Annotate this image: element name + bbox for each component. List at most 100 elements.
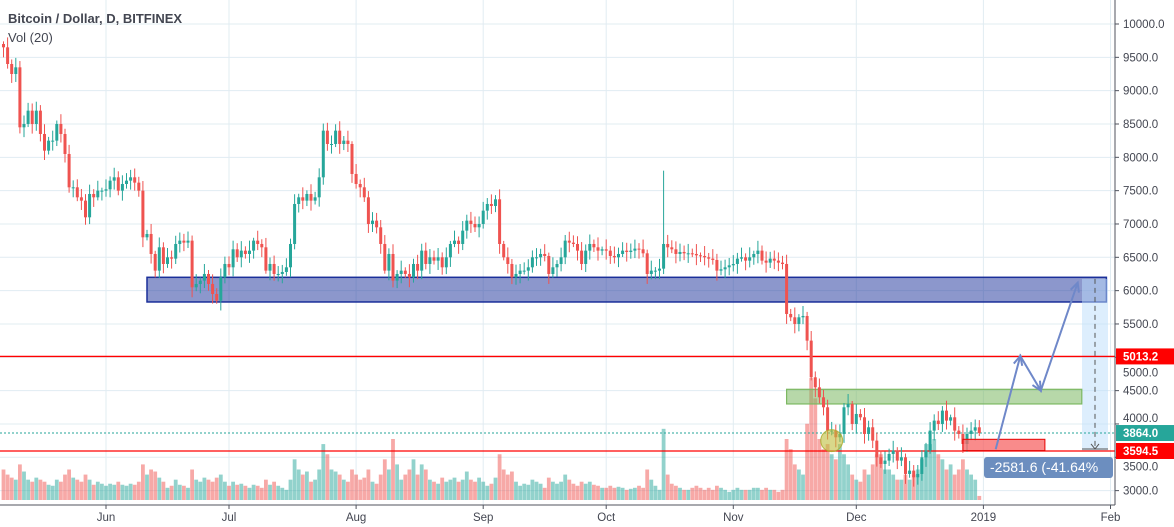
volume-bar bbox=[214, 477, 219, 500]
time-axis[interactable] bbox=[0, 505, 1174, 527]
volume-bar bbox=[251, 484, 256, 500]
volume-bar bbox=[559, 481, 563, 500]
candle-body bbox=[358, 183, 362, 188]
volume-bar bbox=[555, 483, 559, 500]
volume-bar bbox=[756, 487, 760, 500]
candle-body bbox=[940, 410, 944, 424]
candle-body bbox=[953, 417, 957, 431]
candle-body bbox=[785, 263, 789, 314]
price-tick-label: 3500.0 bbox=[1123, 461, 1158, 473]
candle-body bbox=[957, 430, 961, 434]
volume-bar bbox=[915, 469, 920, 500]
candle-body bbox=[649, 270, 653, 274]
volume-bar bbox=[505, 474, 510, 500]
volume-bar bbox=[661, 428, 666, 500]
volume-bar bbox=[428, 479, 432, 500]
candle-body bbox=[170, 257, 174, 259]
volume-bar bbox=[38, 479, 43, 500]
candle-body bbox=[731, 263, 735, 266]
candle-body bbox=[498, 199, 502, 244]
volume-bar bbox=[354, 474, 358, 500]
volume-bar bbox=[337, 474, 342, 500]
candle-body bbox=[530, 257, 534, 268]
candle-body bbox=[38, 110, 42, 134]
target-zone-rectangle[interactable] bbox=[962, 438, 1046, 452]
support-zone-rectangle[interactable] bbox=[146, 276, 1108, 303]
volume-bar bbox=[198, 481, 203, 500]
volume-bar bbox=[567, 479, 572, 500]
volume-bar bbox=[444, 481, 449, 500]
price-tick-label: 5000.0 bbox=[1123, 367, 1158, 379]
candle-body bbox=[715, 259, 719, 271]
volume-bar bbox=[100, 483, 104, 500]
volume-bar bbox=[63, 474, 67, 500]
candle-body bbox=[465, 220, 469, 231]
candle-body bbox=[612, 255, 616, 258]
candle-body bbox=[202, 273, 206, 281]
marker-circle[interactable] bbox=[820, 429, 844, 453]
candle-body bbox=[588, 243, 592, 251]
candle-body bbox=[707, 257, 711, 259]
volume-bar bbox=[391, 439, 395, 500]
volume-bar bbox=[91, 484, 96, 500]
volume-bar bbox=[961, 459, 965, 500]
volume-bar bbox=[403, 474, 408, 500]
volume-bar bbox=[374, 483, 379, 500]
volume-bar bbox=[546, 477, 551, 500]
candle-body bbox=[809, 340, 813, 378]
candle-body bbox=[297, 197, 301, 204]
volume-bar bbox=[481, 481, 486, 500]
candle-body bbox=[563, 240, 567, 258]
volume-bar bbox=[288, 479, 293, 500]
volume-bar bbox=[608, 485, 613, 500]
volume-bar bbox=[477, 477, 481, 500]
volume-bar bbox=[489, 483, 494, 500]
projection-arrow-path[interactable] bbox=[994, 282, 1079, 450]
volume-bar bbox=[522, 483, 527, 500]
volume-bar bbox=[112, 484, 117, 500]
candle-body bbox=[711, 258, 715, 260]
candle-body bbox=[662, 243, 666, 269]
volume-bar bbox=[313, 479, 317, 500]
volume-bar bbox=[460, 479, 465, 500]
candle-body bbox=[141, 190, 145, 238]
volume-bar bbox=[780, 489, 785, 500]
candles bbox=[2, 37, 981, 487]
candle-body bbox=[641, 249, 645, 254]
candle-body bbox=[289, 243, 292, 268]
candle-body bbox=[166, 257, 169, 264]
volume-bar bbox=[149, 469, 153, 500]
volume-bar bbox=[362, 477, 367, 500]
symbol-title[interactable]: Bitcoin / Dollar, D, BITFINEX bbox=[8, 11, 183, 26]
volume-indicator-label[interactable]: Vol (20) bbox=[8, 30, 53, 45]
time-tick-label: Oct bbox=[597, 512, 616, 524]
candle-body bbox=[120, 183, 124, 191]
candle-body bbox=[768, 258, 772, 263]
volume-bar bbox=[616, 486, 621, 500]
candle-body bbox=[334, 130, 338, 144]
volume-bar bbox=[883, 469, 887, 500]
volume-bar bbox=[723, 489, 727, 500]
drawings-front[interactable]: -2581.6 (-41.64% bbox=[820, 280, 1113, 478]
volume-bar bbox=[710, 489, 715, 500]
candle-body bbox=[26, 110, 30, 124]
volume-bar bbox=[358, 479, 363, 500]
volume-bar bbox=[887, 469, 891, 500]
drawings-back[interactable] bbox=[0, 276, 1115, 452]
candle-body bbox=[325, 130, 329, 144]
volume-bar bbox=[874, 454, 879, 500]
candle-body bbox=[559, 257, 563, 264]
candle-body bbox=[895, 450, 899, 461]
resistance-zone-rectangle[interactable] bbox=[785, 388, 1083, 405]
candle-body bbox=[916, 473, 920, 478]
volume-bar bbox=[104, 485, 108, 500]
candle-body bbox=[243, 250, 247, 254]
candle-body bbox=[571, 242, 575, 244]
candle-body bbox=[748, 257, 752, 261]
volume-bar bbox=[936, 454, 941, 500]
volume-bar bbox=[620, 487, 625, 500]
volume-bar bbox=[624, 489, 629, 500]
volume-bar bbox=[46, 484, 51, 500]
